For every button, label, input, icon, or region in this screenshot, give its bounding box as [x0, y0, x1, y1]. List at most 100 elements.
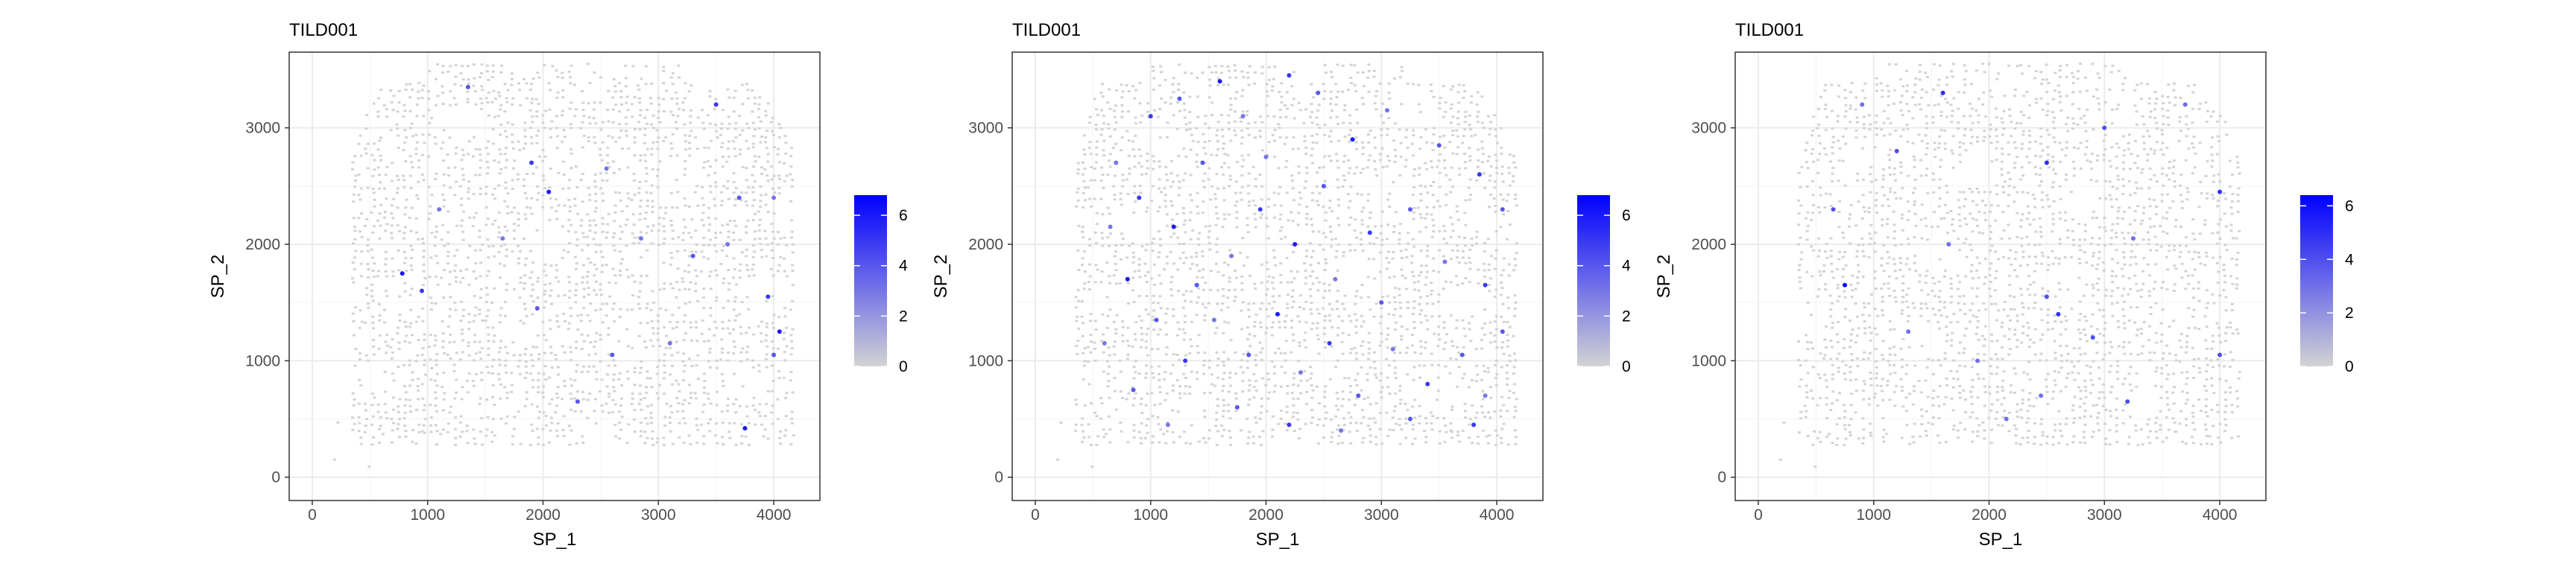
x-tick-label: 1000: [1133, 506, 1168, 524]
panel-border: [1011, 51, 1544, 501]
y-axis-label: SP_2: [208, 255, 228, 299]
data-point: [500, 236, 505, 241]
chart-title: TILD001: [289, 20, 358, 40]
data-point: [1125, 276, 1130, 282]
data-point: [1287, 422, 1292, 428]
data-point: [1327, 340, 1332, 346]
data-point: [2039, 393, 2044, 398]
x-tick-label: 3000: [1364, 506, 1399, 524]
data-point: [2044, 160, 2049, 165]
data-point: [1367, 230, 1372, 235]
data-point: [1483, 282, 1488, 287]
x-axis-label: SP_1: [1979, 530, 2023, 550]
panel-2: 0 1000 2000 3000 4000 0 1000 2000 3000 TILD001 SP_…: [931, 20, 1631, 550]
data-point: [420, 288, 424, 293]
data-point: [1211, 317, 1216, 322]
colorbar-tick-label: 4: [1622, 258, 1631, 275]
x-tick-label: 0: [1754, 506, 1763, 524]
data-point: [742, 426, 748, 431]
y-tick-label: 2000: [968, 236, 1003, 253]
data-point: [777, 329, 782, 334]
data-point: [1114, 160, 1119, 165]
x-axis-label: SP_1: [1256, 530, 1300, 550]
data-point: [1500, 329, 1505, 334]
data-point: [1975, 358, 1980, 363]
colorbar: [1577, 195, 1610, 366]
data-point: [725, 242, 730, 247]
data-point: [1287, 73, 1292, 78]
data-point: [1477, 172, 1482, 177]
data-point: [765, 294, 771, 299]
x-axis-label: SP_1: [533, 530, 577, 550]
data-point: [1860, 102, 1865, 107]
panel-1: 0 1000 2000 3000 4000 0 1000 2000 3000 TILD001 SP_…: [208, 20, 908, 550]
x-tick-label: 0: [308, 506, 317, 524]
y-axis-label: SP_2: [931, 255, 951, 299]
data-point: [1408, 416, 1412, 422]
data-point: [1831, 207, 1836, 212]
tissue-spots: [1778, 63, 2241, 468]
data-point: [2056, 311, 2061, 317]
data-point: [610, 352, 615, 358]
y-tick-label: 3000: [1691, 120, 1726, 137]
data-point: [1385, 108, 1390, 113]
x-tick-label: 0: [1031, 506, 1040, 524]
data-point: [1408, 207, 1412, 212]
data-point: [1333, 276, 1338, 282]
colorbar-tick-label: 2: [2345, 305, 2354, 322]
data-point: [2044, 294, 2049, 299]
x-tick-label: 4000: [757, 506, 792, 524]
y-tick-label: 3000: [968, 120, 1003, 137]
colorbar-tick-label: 4: [2345, 251, 2354, 268]
data-point: [1217, 79, 1222, 84]
data-point: [1442, 259, 1448, 264]
data-point: [1137, 195, 1142, 200]
x-tick-label: 2000: [1248, 506, 1284, 524]
colorbar: [854, 195, 887, 366]
data-point: [400, 271, 405, 276]
data-point: [1425, 381, 1430, 387]
data-point: [1171, 224, 1176, 229]
data-point: [1316, 90, 1321, 95]
data-point: [1292, 242, 1298, 247]
data-point: [1298, 370, 1303, 375]
data-point: [1946, 242, 1951, 247]
chart-title: TILD001: [1012, 20, 1081, 40]
data-point: [1183, 358, 1188, 363]
data-point: [1131, 387, 1136, 393]
x-tick-label: 1000: [1856, 506, 1891, 524]
data-point: [2004, 416, 2009, 422]
panel-3: 0 1000 2000 3000 4000 0 1000 2000 3000 TILD001 SP_…: [1654, 20, 2354, 550]
data-point: [546, 189, 552, 194]
data-point: [1194, 282, 1199, 287]
data-point: [2131, 236, 2135, 241]
data-point: [529, 160, 534, 165]
y-tick-label: 1000: [1691, 352, 1726, 369]
data-point: [1200, 160, 1205, 165]
plot-background: [1735, 52, 2266, 500]
data-point: [1940, 90, 1945, 95]
colorbar-tick-label: 0: [899, 358, 908, 375]
data-point: [1339, 428, 1344, 433]
data-point: [1108, 224, 1113, 229]
data-point: [2090, 335, 2095, 340]
data-point: [575, 399, 580, 404]
data-point: [1500, 207, 1505, 212]
data-point: [667, 340, 672, 346]
y-tick-label: 2000: [1691, 236, 1726, 253]
colorbar-tick-label: 2: [1622, 308, 1631, 325]
y-tick-label: 3000: [245, 120, 280, 137]
data-point: [1257, 207, 1263, 212]
data-point: [713, 102, 719, 107]
data-point: [1350, 137, 1355, 142]
y-tick-label: 1000: [968, 352, 1003, 369]
data-point: [736, 195, 742, 200]
data-point: [1240, 114, 1246, 118]
plot-background: [1012, 52, 1543, 500]
x-tick-label: 2000: [525, 506, 561, 524]
data-point: [437, 207, 442, 212]
data-point: [1263, 154, 1269, 159]
y-tick-label: 1000: [245, 352, 280, 369]
y-tick-label: 0: [1717, 469, 1726, 486]
chart-title: TILD001: [1735, 20, 1804, 40]
